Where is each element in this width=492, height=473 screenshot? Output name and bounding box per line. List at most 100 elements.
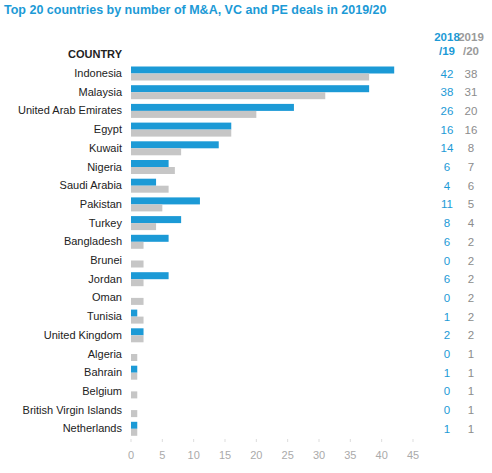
bar — [131, 261, 144, 268]
bar — [131, 328, 144, 335]
category-label: Turkey — [89, 217, 123, 229]
bar — [131, 317, 144, 324]
bar — [131, 130, 231, 137]
bar — [131, 74, 369, 81]
category-label: Kuwait — [89, 142, 122, 154]
data-label: 0 — [444, 255, 450, 267]
data-label: 11 — [441, 198, 453, 210]
bar — [131, 291, 132, 298]
chart-root: Top 20 countries by number of M&A, VC an… — [0, 0, 492, 473]
bars — [131, 67, 394, 436]
tick-label: 40 — [376, 449, 388, 461]
bar — [131, 310, 137, 317]
data-label: 26 — [441, 105, 454, 117]
data-label: 8 — [444, 217, 450, 229]
category-label: Bahrain — [84, 366, 122, 378]
data-label: 20 — [465, 105, 478, 117]
tick-mark — [256, 439, 257, 442]
chart-svg: Top 20 countries by number of M&A, VC an… — [0, 0, 492, 473]
bar — [131, 391, 137, 398]
category-label: British Virgin Islands — [23, 404, 123, 416]
tick-label: 0 — [128, 449, 134, 461]
data-label: 6 — [444, 161, 450, 173]
tick-label: 45 — [407, 449, 419, 461]
data-label: 0 — [444, 348, 450, 360]
series-header-part: 2019 — [458, 31, 484, 43]
bar — [131, 111, 256, 118]
data-label: 1 — [444, 423, 450, 435]
series-header-part: /19 — [439, 45, 455, 57]
category-label: Brunei — [90, 254, 122, 266]
bar — [131, 422, 137, 429]
tick-label: 35 — [344, 449, 356, 461]
data-label: 4 — [468, 217, 475, 229]
bar — [131, 384, 132, 391]
bar — [131, 186, 169, 193]
bar — [131, 410, 137, 417]
category-label: Nigeria — [87, 161, 123, 173]
data-label: 2 — [468, 292, 474, 304]
category-label: Belgium — [82, 385, 122, 397]
bar — [131, 104, 294, 111]
data-label: 1 — [468, 385, 474, 397]
bar — [131, 223, 156, 230]
category-label: Netherlands — [63, 422, 123, 434]
y-axis-label: COUNTRY — [68, 48, 123, 60]
bar — [131, 298, 144, 305]
series-header: 2019/20 — [458, 31, 484, 57]
data-label: 16 — [441, 124, 454, 136]
bar — [131, 216, 181, 223]
data-label: 1 — [468, 423, 474, 435]
bar — [131, 167, 175, 174]
data-label: 0 — [444, 385, 450, 397]
data-label: 16 — [465, 124, 478, 136]
tick-mark — [131, 439, 132, 442]
tick-mark — [413, 439, 414, 442]
tick-label: 25 — [282, 449, 294, 461]
tick-label: 10 — [188, 449, 200, 461]
series-header: 2018/19 — [434, 31, 460, 57]
category-label: Indonesia — [74, 67, 123, 79]
category-label: Algeria — [88, 348, 123, 360]
category-label: Malaysia — [79, 86, 123, 98]
data-label: 1 — [444, 311, 450, 323]
category-label: United Arab Emirates — [18, 104, 122, 116]
category-label: Oman — [92, 291, 122, 303]
data-label: 1 — [468, 404, 474, 416]
tick-mark — [381, 439, 382, 442]
data-label: 6 — [468, 180, 474, 192]
title: Top 20 countries by number of M&A, VC an… — [4, 3, 387, 17]
tick-label: 15 — [219, 449, 231, 461]
bar — [131, 67, 394, 74]
bar — [131, 141, 219, 148]
data-label: 0 — [444, 404, 450, 416]
bar — [131, 160, 169, 167]
category-label: Tunisia — [87, 310, 123, 322]
tick-mark — [225, 439, 226, 442]
bar — [131, 179, 156, 186]
tick-mark — [319, 439, 320, 442]
bar — [131, 279, 144, 286]
category-label: Egypt — [94, 123, 122, 135]
series-header-part: /20 — [463, 45, 479, 57]
tick-mark — [162, 439, 163, 442]
data-label: 38 — [465, 68, 478, 80]
tick-label: 5 — [159, 449, 165, 461]
tick-mark — [193, 439, 194, 442]
category-label: Jordan — [88, 273, 122, 285]
data-label: 31 — [465, 86, 478, 98]
data-label: 0 — [444, 292, 450, 304]
tick-label: 30 — [313, 449, 325, 461]
data-label: 42 — [441, 68, 454, 80]
bar — [131, 429, 137, 436]
data-label: 1 — [468, 367, 474, 379]
bar — [131, 347, 132, 354]
bar — [131, 403, 132, 410]
series-header-part: 2018 — [434, 31, 460, 43]
bar — [131, 242, 144, 249]
category-label: Saudi Arabia — [60, 179, 123, 191]
data-label: 2 — [468, 329, 474, 341]
data-label: 1 — [444, 367, 450, 379]
category-label: Bangladesh — [64, 235, 122, 247]
data-label: 2 — [468, 255, 474, 267]
